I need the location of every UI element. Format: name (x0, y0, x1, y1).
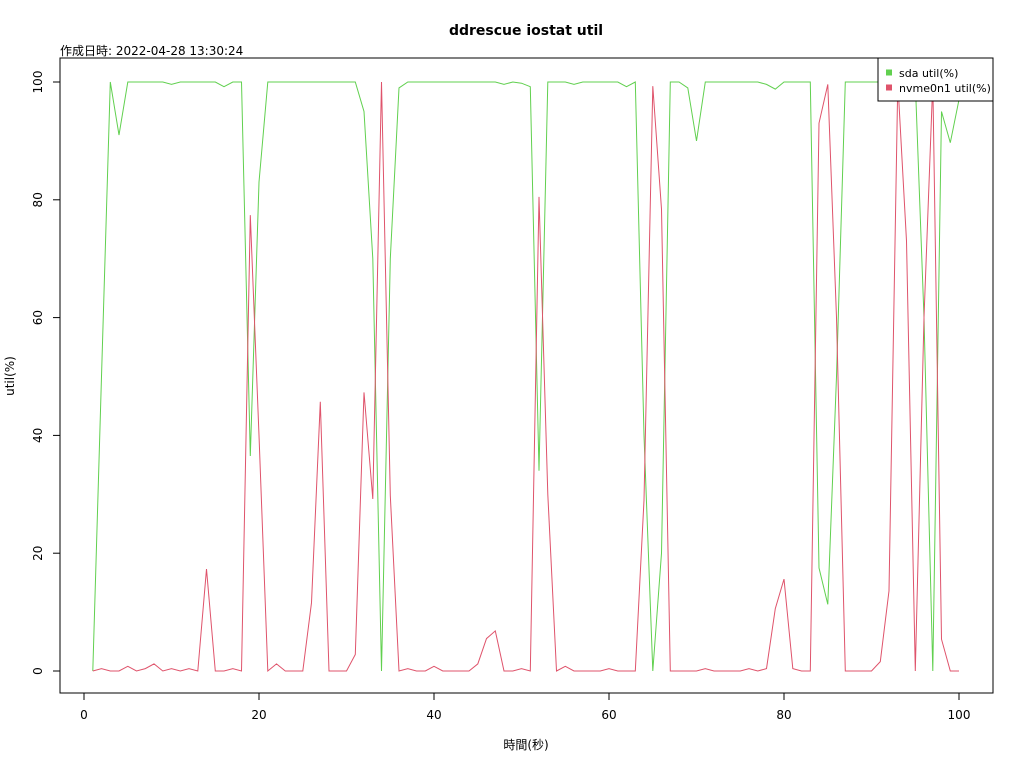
x-tick-label: 20 (251, 708, 266, 722)
chart-subtitle: 作成日時: 2022-04-28 13:30:24 (60, 44, 243, 58)
legend: sda util(%) nvme0n1 util(%) (877, 57, 994, 102)
y-axis: 0 20 40 60 80 100 (31, 71, 61, 675)
y-tick-label: 40 (31, 428, 45, 443)
x-tick-label: 40 (426, 708, 441, 722)
series-line-1 (92, 81, 960, 672)
legend-box (877, 57, 994, 102)
x-tick-label: 80 (776, 708, 791, 722)
y-tick-label: 60 (31, 310, 45, 325)
series-line-2 (92, 81, 959, 673)
chart-title: ddrescue iostat util (449, 23, 603, 39)
legend-label-1: sda util(%) (899, 67, 958, 80)
x-axis: 0 20 40 60 80 100 (80, 692, 971, 722)
legend-label-2: nvme0n1 util(%) (899, 82, 991, 95)
x-axis-label: 時間(秒) (503, 738, 548, 752)
plot-frame (59, 57, 994, 694)
legend-swatch-1 (886, 69, 892, 76)
legend-swatch-2 (886, 84, 892, 91)
x-tick-label: 60 (601, 708, 616, 722)
x-tick-label: 100 (948, 708, 971, 722)
series-lines (92, 81, 960, 673)
y-tick-label: 0 (31, 667, 45, 675)
y-tick-label: 80 (31, 192, 45, 207)
y-axis-label: util(%) (3, 356, 17, 396)
y-tick-label: 20 (31, 546, 45, 561)
y-tick-label: 100 (31, 71, 45, 94)
x-tick-label: 0 (80, 708, 88, 722)
